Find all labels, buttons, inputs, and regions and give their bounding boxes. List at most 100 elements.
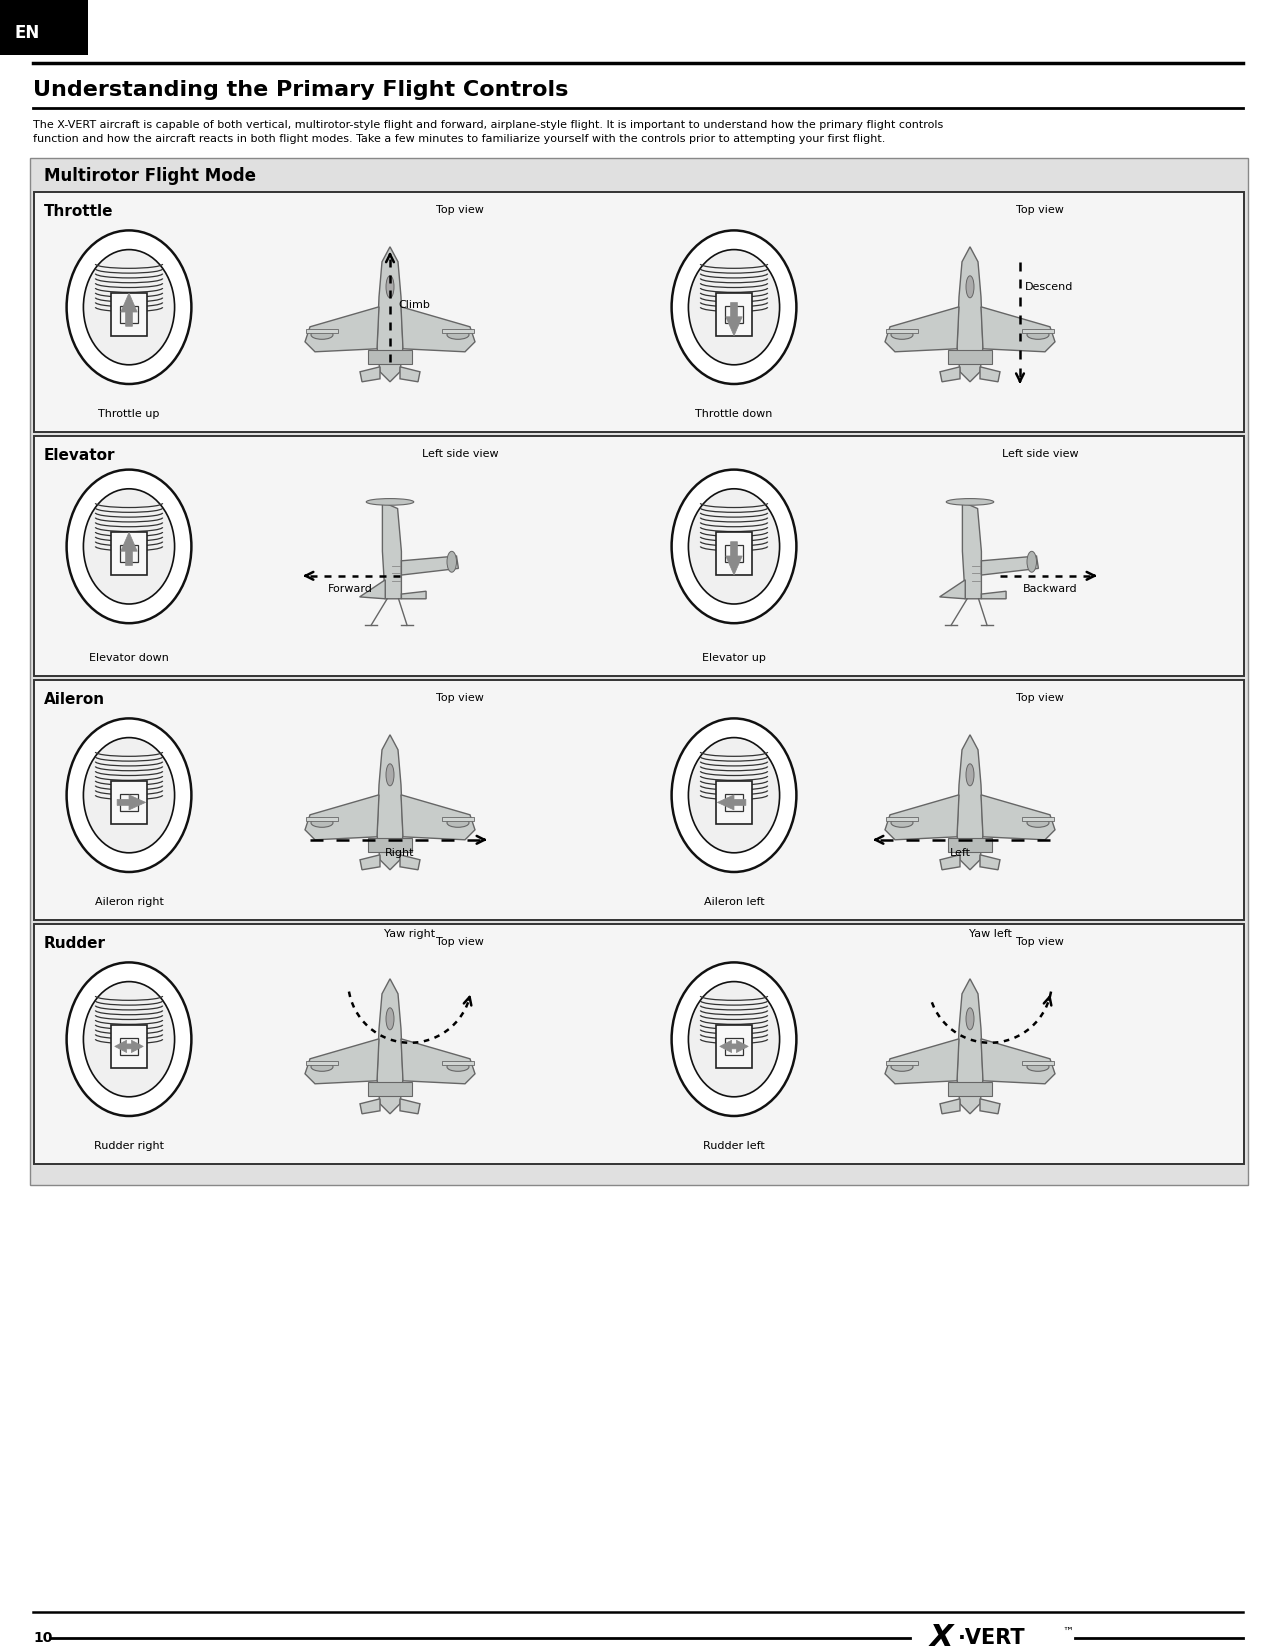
Ellipse shape xyxy=(83,982,175,1097)
Ellipse shape xyxy=(672,718,797,871)
Bar xyxy=(725,307,743,323)
Ellipse shape xyxy=(966,1008,974,1030)
Polygon shape xyxy=(121,533,138,566)
Text: Elevator: Elevator xyxy=(45,449,116,464)
Ellipse shape xyxy=(386,764,394,785)
Polygon shape xyxy=(117,795,145,810)
Ellipse shape xyxy=(386,276,394,297)
Polygon shape xyxy=(982,556,1038,576)
Polygon shape xyxy=(958,734,983,870)
Ellipse shape xyxy=(946,498,993,505)
Ellipse shape xyxy=(448,818,469,827)
Ellipse shape xyxy=(688,249,779,365)
Text: Forward: Forward xyxy=(328,584,372,594)
Polygon shape xyxy=(980,307,1054,351)
Polygon shape xyxy=(940,579,965,599)
Polygon shape xyxy=(360,1099,380,1114)
Bar xyxy=(111,292,147,337)
Text: The X-VERT aircraft is capable of both vertical, multirotor-style flight and for: The X-VERT aircraft is capable of both v… xyxy=(33,120,943,130)
Text: Left side view: Left side view xyxy=(422,449,499,459)
Polygon shape xyxy=(402,591,426,599)
Bar xyxy=(886,328,918,333)
Ellipse shape xyxy=(1026,330,1049,340)
Polygon shape xyxy=(940,1099,960,1114)
Polygon shape xyxy=(402,1040,476,1084)
Ellipse shape xyxy=(448,551,456,573)
Polygon shape xyxy=(958,978,983,1114)
Text: Backward: Backward xyxy=(1023,584,1077,594)
Bar xyxy=(886,1061,918,1064)
Bar xyxy=(949,838,992,851)
Text: Rudder right: Rudder right xyxy=(94,1142,164,1152)
Bar xyxy=(717,531,752,576)
Bar xyxy=(1023,1061,1054,1064)
Bar xyxy=(111,780,147,823)
Polygon shape xyxy=(980,366,1000,381)
Polygon shape xyxy=(305,1040,379,1084)
Ellipse shape xyxy=(448,330,469,340)
Bar xyxy=(368,838,412,851)
Text: Rudder left: Rudder left xyxy=(703,1142,765,1152)
Bar xyxy=(725,794,743,810)
Text: ™: ™ xyxy=(1062,1627,1074,1637)
Polygon shape xyxy=(885,307,959,351)
Text: Top view: Top view xyxy=(1016,693,1063,703)
Bar xyxy=(34,680,1244,921)
Bar xyxy=(34,191,1244,432)
Bar xyxy=(0,0,88,54)
Text: ·VERT: ·VERT xyxy=(958,1629,1025,1648)
Polygon shape xyxy=(725,541,742,574)
Text: Throttle: Throttle xyxy=(45,205,113,219)
Bar xyxy=(717,1025,752,1068)
Text: Rudder: Rudder xyxy=(45,937,106,952)
Ellipse shape xyxy=(66,962,191,1115)
Polygon shape xyxy=(982,591,1006,599)
Ellipse shape xyxy=(966,764,974,785)
Text: X: X xyxy=(929,1624,954,1650)
Bar xyxy=(949,350,992,363)
Polygon shape xyxy=(377,734,403,870)
Text: Right: Right xyxy=(385,848,414,858)
Ellipse shape xyxy=(66,718,191,871)
Bar xyxy=(886,817,918,820)
Polygon shape xyxy=(305,307,379,351)
Bar xyxy=(120,1038,138,1054)
Text: Top view: Top view xyxy=(1016,205,1063,214)
Polygon shape xyxy=(360,579,385,599)
Ellipse shape xyxy=(83,738,175,853)
Polygon shape xyxy=(725,302,742,337)
Polygon shape xyxy=(958,248,983,381)
Text: Top view: Top view xyxy=(436,693,484,703)
Ellipse shape xyxy=(966,276,974,297)
Polygon shape xyxy=(360,855,380,870)
Bar xyxy=(949,1082,992,1096)
Bar xyxy=(368,350,412,363)
Bar xyxy=(1023,328,1054,333)
Bar xyxy=(725,546,743,561)
Bar xyxy=(1023,817,1054,820)
Bar xyxy=(120,794,138,810)
Polygon shape xyxy=(980,1099,1000,1114)
Text: Multirotor Flight Mode: Multirotor Flight Mode xyxy=(45,167,256,185)
Polygon shape xyxy=(360,366,380,381)
Ellipse shape xyxy=(311,818,333,827)
Text: EN: EN xyxy=(14,25,40,41)
Bar xyxy=(442,1061,474,1064)
Ellipse shape xyxy=(688,982,779,1097)
Text: Yaw left: Yaw left xyxy=(969,929,1011,939)
Polygon shape xyxy=(963,502,982,599)
Bar xyxy=(31,158,1248,1185)
Bar xyxy=(717,292,752,337)
Bar xyxy=(717,780,752,823)
Text: 10: 10 xyxy=(33,1630,52,1645)
Polygon shape xyxy=(121,294,138,327)
Bar xyxy=(111,531,147,576)
Polygon shape xyxy=(940,855,960,870)
Polygon shape xyxy=(382,502,402,599)
Ellipse shape xyxy=(386,1008,394,1030)
Bar xyxy=(120,307,138,323)
Text: Yaw right: Yaw right xyxy=(385,929,436,939)
Text: Understanding the Primary Flight Controls: Understanding the Primary Flight Control… xyxy=(33,79,569,101)
Text: function and how the aircraft reacts in both flight modes. Take a few minutes to: function and how the aircraft reacts in … xyxy=(33,134,885,144)
Polygon shape xyxy=(885,795,959,840)
